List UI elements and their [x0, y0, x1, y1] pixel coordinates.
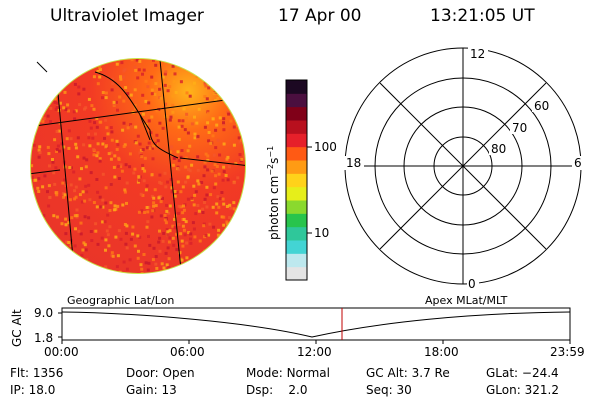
timeline-right-title: Apex MLat/MLT — [425, 294, 508, 307]
status-door-label: Door: — [126, 366, 159, 380]
timeline-left-title: Geographic Lat/Lon — [67, 294, 175, 307]
status-dsp-value: 2.0 — [288, 383, 308, 397]
colorbar-cell — [286, 120, 307, 134]
mlt-label-6: 6 — [574, 156, 582, 170]
colorbar-cell — [286, 93, 307, 108]
geographic-grid-lines — [31, 59, 245, 273]
status-seq-label: Seq: — [366, 383, 393, 397]
status-glat-value: −24.4 — [521, 366, 559, 380]
colorbar-cell — [286, 253, 307, 268]
mlt-label-0: 0 — [468, 277, 476, 291]
lat-label-70: 70 — [512, 121, 527, 135]
timeline-y-tick-low: 1.8 — [34, 331, 54, 345]
colorbar-cell — [286, 106, 307, 121]
status-gain-label: Gain: — [126, 383, 158, 397]
colorbar-cell — [286, 80, 307, 94]
status-mode-label: Mode: — [246, 366, 283, 380]
colorbar-cell — [286, 266, 307, 281]
timeline-x-tick-2: 12:00 — [297, 345, 332, 359]
colorbar-cell — [286, 160, 307, 174]
status-glon-value: 321.2 — [524, 383, 559, 397]
status-seq: Seq: 30 — [366, 383, 412, 397]
colorbar-cell — [286, 200, 307, 214]
status-mode: Mode: Normal — [246, 366, 330, 380]
timeline-y-tick-high: 9.0 — [34, 306, 54, 320]
status-seq-value: 30 — [396, 383, 412, 397]
status-door: Door: Open — [126, 366, 195, 380]
colorbar-cell — [286, 146, 307, 161]
timeline-x-tick-1: 06:00 — [170, 345, 205, 359]
colorbar-cell — [286, 186, 307, 201]
timeline-x-tick-4: 23:59 — [550, 345, 585, 359]
status-flt-value: 1356 — [32, 366, 64, 380]
status-gain-value: 13 — [161, 383, 177, 397]
mlt-label-18: 18 — [346, 156, 361, 170]
colorbar-tick-100: 100 — [314, 140, 337, 154]
polar-diagonal-2 — [379, 82, 547, 250]
colorbar-cell — [286, 226, 307, 241]
status-ip-label: IP: — [10, 383, 25, 397]
mlt-label-12: 12 — [470, 47, 485, 61]
status-glat: GLat: −24.4 — [486, 366, 559, 380]
image-time: 13:21:05 UT — [430, 6, 535, 26]
status-dsp-label: Dsp: — [246, 383, 274, 397]
status-gc-alt-value: 3.7 Re — [411, 366, 450, 380]
colorbar-cell — [286, 240, 307, 254]
timeline-x-tick-0: 00:00 — [44, 345, 79, 359]
colorbar-tick-10: 10 — [314, 226, 330, 240]
colorbar-cell — [286, 133, 307, 148]
colorbar-cell — [286, 213, 307, 228]
instrument-title: Ultraviolet Imager — [50, 6, 204, 26]
timeline-frame — [61, 307, 571, 341]
status-mode-value: Normal — [286, 366, 330, 380]
lat-label-80: 80 — [491, 142, 506, 156]
timeline-x-tick-3: 18:00 — [424, 345, 459, 359]
image-date: 17 Apr 00 — [278, 6, 362, 26]
status-ip-value: 18.0 — [28, 383, 56, 397]
altitude-curve — [61, 311, 571, 338]
status-gain: Gain: 13 — [126, 383, 177, 397]
status-door-value: Open — [162, 366, 195, 380]
lat-label-60: 60 — [534, 99, 549, 113]
status-flt: Flt: 1356 — [10, 366, 63, 380]
status-glon: GLon: 321.2 — [486, 383, 559, 397]
status-gc-alt: GC Alt: 3.7 Re — [366, 366, 450, 380]
status-ip: IP: 18.0 — [10, 383, 55, 397]
status-flt-label: Flt: — [10, 366, 29, 380]
status-gc-alt-label: GC Alt: — [366, 366, 408, 380]
status-dsp: Dsp: 2.0 — [246, 383, 308, 397]
colorbar-cell — [286, 173, 307, 188]
status-glon-label: GLon: — [486, 383, 521, 397]
status-glat-label: GLat: — [486, 366, 519, 380]
